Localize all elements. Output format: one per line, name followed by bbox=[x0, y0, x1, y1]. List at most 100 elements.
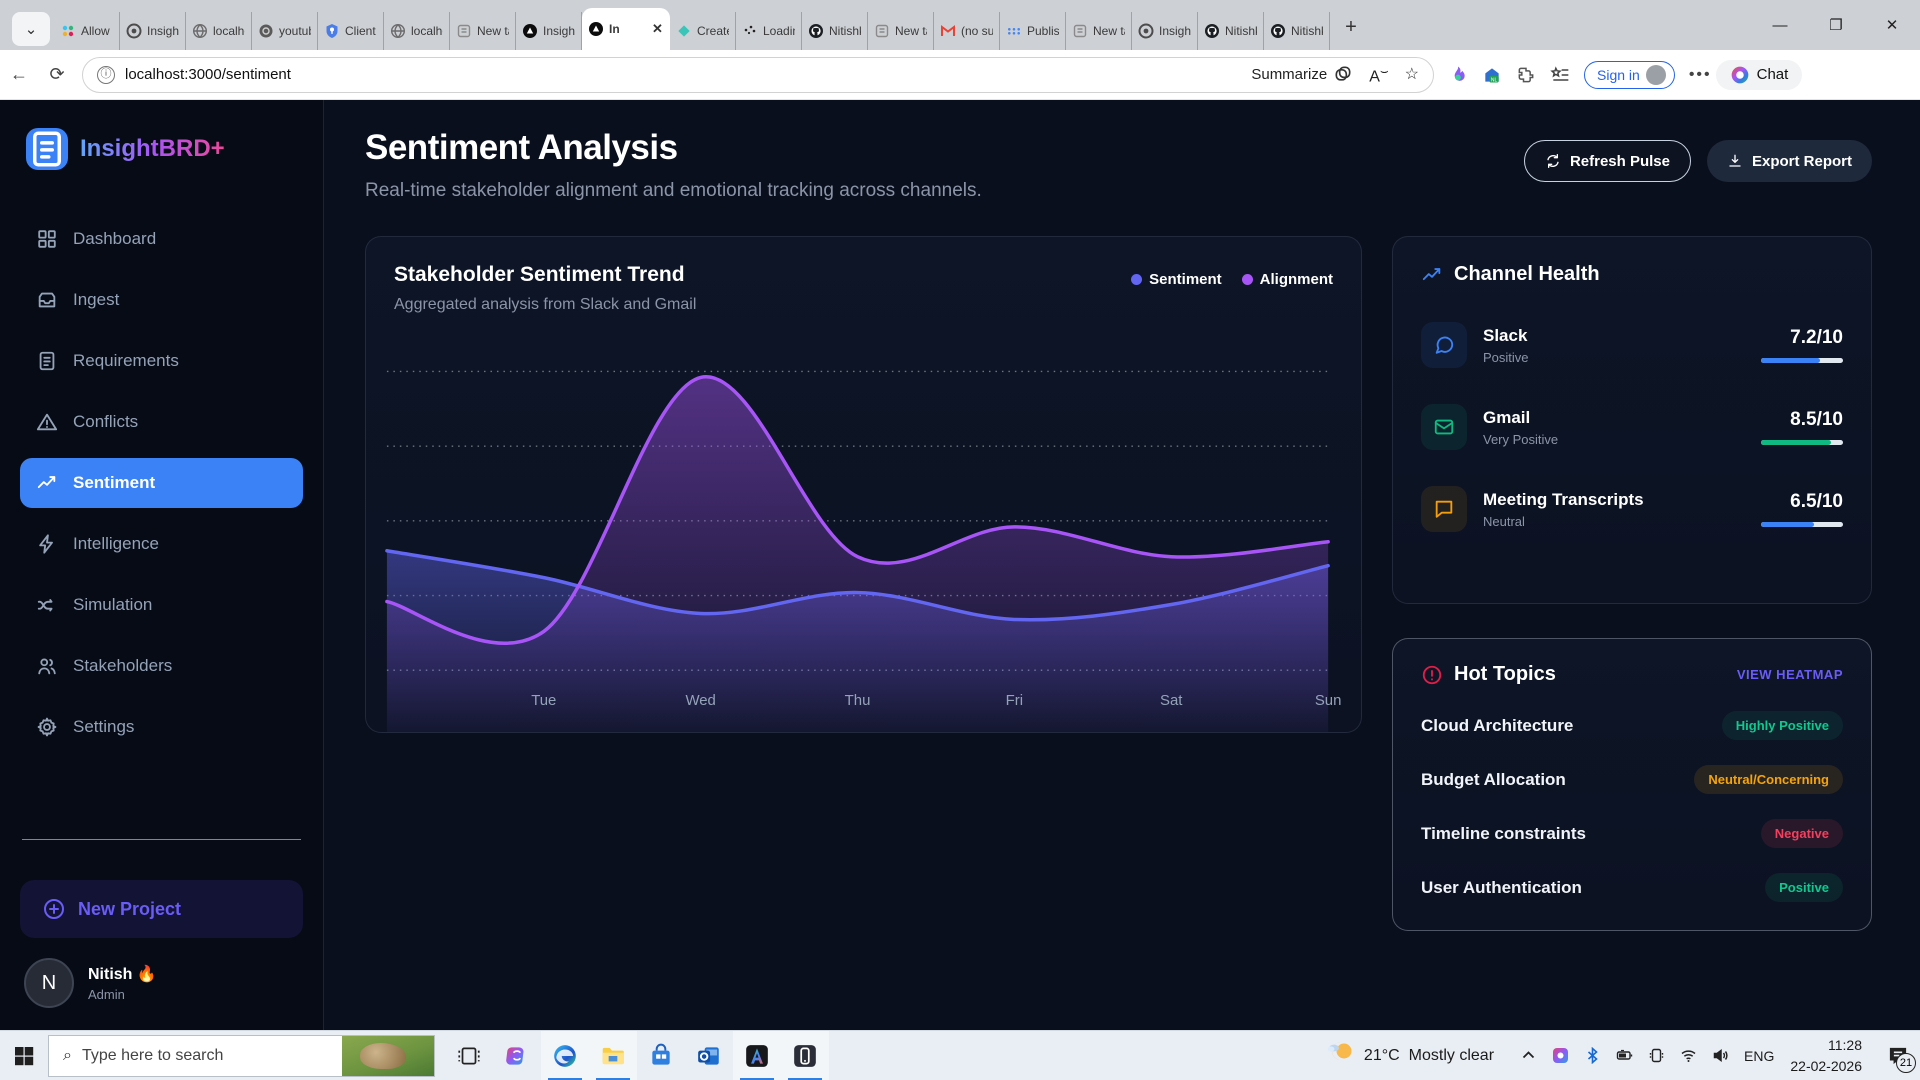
browser-tab-8[interactable]: Insight bbox=[516, 12, 582, 50]
channel-name: Gmail bbox=[1483, 407, 1531, 427]
sidebar-item-sentiment[interactable]: Sentiment bbox=[20, 458, 303, 508]
browser-tab-5[interactable]: Client bbox=[318, 12, 384, 50]
phone-tray-icon[interactable] bbox=[1648, 1047, 1665, 1064]
sidebar-item-simulation[interactable]: Simulation bbox=[20, 580, 303, 630]
file-explorer-icon[interactable] bbox=[589, 1030, 637, 1080]
sidebar-item-stakeholders[interactable]: Stakeholders bbox=[20, 641, 303, 691]
channel-score: 7.2/10 bbox=[1790, 327, 1843, 348]
search-icon: ⌕ bbox=[63, 1046, 72, 1064]
browser-tab-9[interactable]: In ✕ bbox=[582, 8, 670, 50]
sidebar-item-dashboard[interactable]: Dashboard bbox=[20, 214, 303, 264]
sentiment-trend-card: Stakeholder Sentiment Trend Aggregated a… bbox=[365, 236, 1362, 740]
summarize-button[interactable]: Summarize bbox=[1251, 64, 1353, 84]
browser-tab-13[interactable]: New ta bbox=[868, 12, 934, 50]
chatgpt-icon bbox=[126, 23, 142, 39]
settings-icon bbox=[36, 716, 58, 738]
plus-circle-icon bbox=[42, 897, 66, 921]
bluetooth-icon[interactable] bbox=[1584, 1047, 1601, 1064]
edge-icon[interactable] bbox=[541, 1030, 589, 1080]
chat-button[interactable]: Chat bbox=[1715, 59, 1803, 90]
envelope-icon bbox=[1421, 404, 1467, 450]
speaker-icon[interactable] bbox=[1712, 1047, 1729, 1064]
nl-extension-icon[interactable]: NL bbox=[1482, 65, 1502, 85]
app-logo[interactable]: InsightBRD+ bbox=[26, 128, 303, 170]
chevron-up[interactable] bbox=[1520, 1047, 1537, 1064]
notification-center[interactable]: 21 bbox=[1876, 1031, 1920, 1080]
new-tab-button[interactable]: + bbox=[1345, 15, 1357, 38]
task-view-icon[interactable] bbox=[445, 1031, 493, 1080]
flame-extension-icon[interactable] bbox=[1448, 65, 1468, 85]
meet-icon bbox=[1006, 23, 1022, 39]
extensions-puzzle-icon[interactable] bbox=[1516, 65, 1536, 85]
sidebar-item-intelligence[interactable]: Intelligence bbox=[20, 519, 303, 569]
browser-tab-18[interactable]: Nitishk bbox=[1198, 12, 1264, 50]
browser-tab-10[interactable]: Create bbox=[670, 12, 736, 50]
taskbar-search[interactable]: ⌕ Type here to search bbox=[48, 1034, 435, 1077]
browser-tab-19[interactable]: Nitishk bbox=[1264, 12, 1330, 50]
browser-tab-1[interactable]: Allow t bbox=[54, 12, 120, 50]
browser-tab-4[interactable]: youtub bbox=[252, 12, 318, 50]
close-button[interactable]: ✕ bbox=[1885, 17, 1899, 34]
chat-bubble-icon bbox=[1421, 322, 1467, 368]
export-report-button[interactable]: Export Report bbox=[1706, 140, 1872, 182]
m365-icon[interactable] bbox=[1552, 1047, 1569, 1064]
sidebar-item-requirements[interactable]: Requirements bbox=[20, 336, 303, 386]
sidebar-item-ingest[interactable]: Ingest bbox=[20, 275, 303, 325]
refresh-pulse-button[interactable]: Refresh Pulse bbox=[1523, 140, 1691, 182]
favorite-star-icon[interactable]: ☆ bbox=[1404, 66, 1419, 84]
minimize-button[interactable]: — bbox=[1772, 16, 1788, 34]
browser-tab-6[interactable]: localho bbox=[384, 12, 450, 50]
browser-tab-16[interactable]: New ta bbox=[1066, 12, 1132, 50]
taskbar-clock[interactable]: 11:28 22-02-2026 bbox=[1790, 1037, 1862, 1074]
outlook-icon[interactable] bbox=[685, 1031, 733, 1080]
dots-icon bbox=[742, 23, 758, 39]
start-button[interactable] bbox=[0, 1031, 48, 1080]
phone-link-icon[interactable] bbox=[781, 1030, 829, 1080]
favorites-bar-icon[interactable] bbox=[1550, 65, 1570, 85]
back-icon[interactable]: ← bbox=[10, 64, 28, 84]
browser-tab-3[interactable]: localho bbox=[186, 12, 252, 50]
sidebar-item-conflicts[interactable]: Conflicts bbox=[20, 397, 303, 447]
svg-text:Tue: Tue bbox=[531, 692, 556, 709]
notification-count: 21 bbox=[1896, 1052, 1916, 1073]
tab-close-icon[interactable]: ✕ bbox=[652, 21, 663, 36]
insight-app-icon bbox=[588, 21, 604, 37]
settings-ellipsis-icon[interactable]: ••• bbox=[1688, 65, 1712, 83]
android-studio-icon[interactable] bbox=[733, 1030, 781, 1080]
tab-search-chevron[interactable]: ⌄ bbox=[12, 12, 50, 46]
battery-icon[interactable] bbox=[1616, 1047, 1633, 1064]
store-icon[interactable] bbox=[637, 1031, 685, 1080]
search-daily-image[interactable] bbox=[342, 1035, 434, 1076]
user-profile[interactable]: N Nitish 🔥 Admin bbox=[24, 958, 303, 1008]
language-indicator[interactable]: ENG bbox=[1744, 1047, 1775, 1064]
browser-toolbar: ← ⟳ ⓘ localhost:3000/sentiment Summarize… bbox=[0, 50, 1920, 100]
sentiment-trend-chart: Tue Wed Thu Fri Sat Sun bbox=[366, 237, 1361, 740]
site-info-icon[interactable]: ⓘ bbox=[97, 65, 115, 84]
taskbar-weather[interactable]: 21°C Mostly clear bbox=[1325, 1038, 1494, 1073]
maximize-button[interactable]: ❐ bbox=[1829, 17, 1843, 34]
sidebar-item-settings[interactable]: Settings bbox=[20, 702, 303, 752]
sign-in-button[interactable]: Sign in bbox=[1584, 60, 1675, 89]
new-project-button[interactable]: New Project bbox=[20, 880, 303, 938]
browser-tab-2[interactable]: Insight bbox=[120, 12, 186, 50]
channel-name: Slack bbox=[1483, 325, 1528, 345]
browser-tab-12[interactable]: Nitishk bbox=[802, 12, 868, 50]
refresh-icon[interactable]: ⟳ bbox=[49, 64, 65, 84]
svg-text:Fri: Fri bbox=[1006, 692, 1023, 709]
view-heatmap-link[interactable]: VIEW HEATMAP bbox=[1736, 667, 1843, 682]
browser-tab-7[interactable]: New ta bbox=[450, 12, 516, 50]
browser-tab-17[interactable]: Insight bbox=[1132, 12, 1198, 50]
copilot-icon[interactable] bbox=[493, 1031, 541, 1080]
camera-icon bbox=[258, 23, 274, 39]
channel-progress bbox=[1761, 440, 1843, 445]
channel-row-slack: Slack Positive 7.2/10 bbox=[1421, 322, 1843, 368]
url-text[interactable]: localhost:3000/sentiment bbox=[125, 66, 291, 83]
browser-tab-11[interactable]: Loadin bbox=[736, 12, 802, 50]
browser-tab-15[interactable]: Publis bbox=[1000, 12, 1066, 50]
window-controls: — ❐ ✕ bbox=[1752, 0, 1920, 50]
wifi-icon[interactable] bbox=[1680, 1047, 1697, 1064]
channel-progress bbox=[1761, 522, 1843, 527]
read-aloud-icon[interactable]: A⌣ bbox=[1369, 62, 1389, 86]
browser-tab-14[interactable]: (no su bbox=[934, 12, 1000, 50]
address-bar[interactable]: ⓘ localhost:3000/sentiment Summarize A⌣ … bbox=[82, 56, 1434, 93]
